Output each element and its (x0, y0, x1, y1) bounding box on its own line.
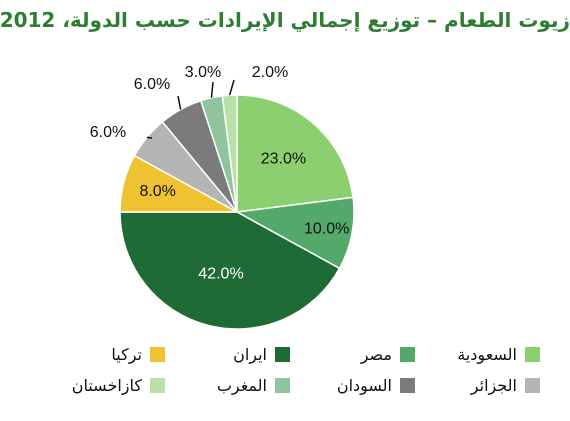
legend-item-4: تركيا (40, 345, 165, 364)
legend-label: المغرب (216, 376, 267, 395)
slice-label-4: 8.0% (139, 183, 175, 200)
slice-label-7: 3.0% (185, 64, 221, 81)
legend-item-5: الجزائر (415, 376, 540, 395)
pie-slice-1 (236, 94, 354, 213)
legend-item-6: السودان (290, 376, 415, 395)
slice-label-5: 6.0% (90, 124, 126, 141)
legend-item-1: السعودية (415, 345, 540, 364)
leader-line-7 (210, 81, 214, 98)
slice-label-2: 10.0% (304, 220, 349, 237)
slice-label-3: 42.0% (198, 266, 243, 283)
pie-slice-8 (221, 94, 238, 213)
pie-slice-3 (119, 211, 341, 330)
legend-swatch (525, 347, 540, 362)
leader-line-8 (228, 79, 235, 96)
chart-title: زيوت الطعام – توزيع إجمالي الإيرادات حسب… (0, 8, 570, 32)
pie-slice-2 (234, 196, 355, 270)
legend-label: كازاخستان (71, 376, 142, 395)
legend-item-7: المغرب (165, 376, 290, 395)
legend-label: مصر (360, 345, 392, 364)
legend-swatch (275, 347, 290, 362)
legend-item-3: ايران (165, 345, 290, 364)
legend-swatch (150, 378, 165, 393)
legend-item-2: مصر (290, 345, 415, 364)
legend-swatch (400, 347, 415, 362)
legend-label: ايران (233, 345, 267, 364)
legend-label: السعودية (457, 345, 517, 364)
leader-line-5 (146, 136, 153, 139)
legend-swatch (525, 378, 540, 393)
legend-swatch (275, 378, 290, 393)
legend-swatch (150, 347, 165, 362)
legend: السعودية مصر ايران تركيا الجزائر السودان المغر… (40, 345, 540, 395)
slice-label-8: 2.0% (252, 64, 288, 81)
slice-label-6: 6.0% (134, 76, 170, 93)
legend-label: تركيا (111, 345, 142, 364)
legend-label: السودان (336, 376, 392, 395)
legend-label: الجزائر (470, 376, 517, 395)
leader-line-6 (177, 95, 182, 110)
slice-label-1: 23.0% (261, 151, 306, 168)
legend-swatch (400, 378, 415, 393)
legend-item-8: كازاخستان (40, 376, 165, 395)
